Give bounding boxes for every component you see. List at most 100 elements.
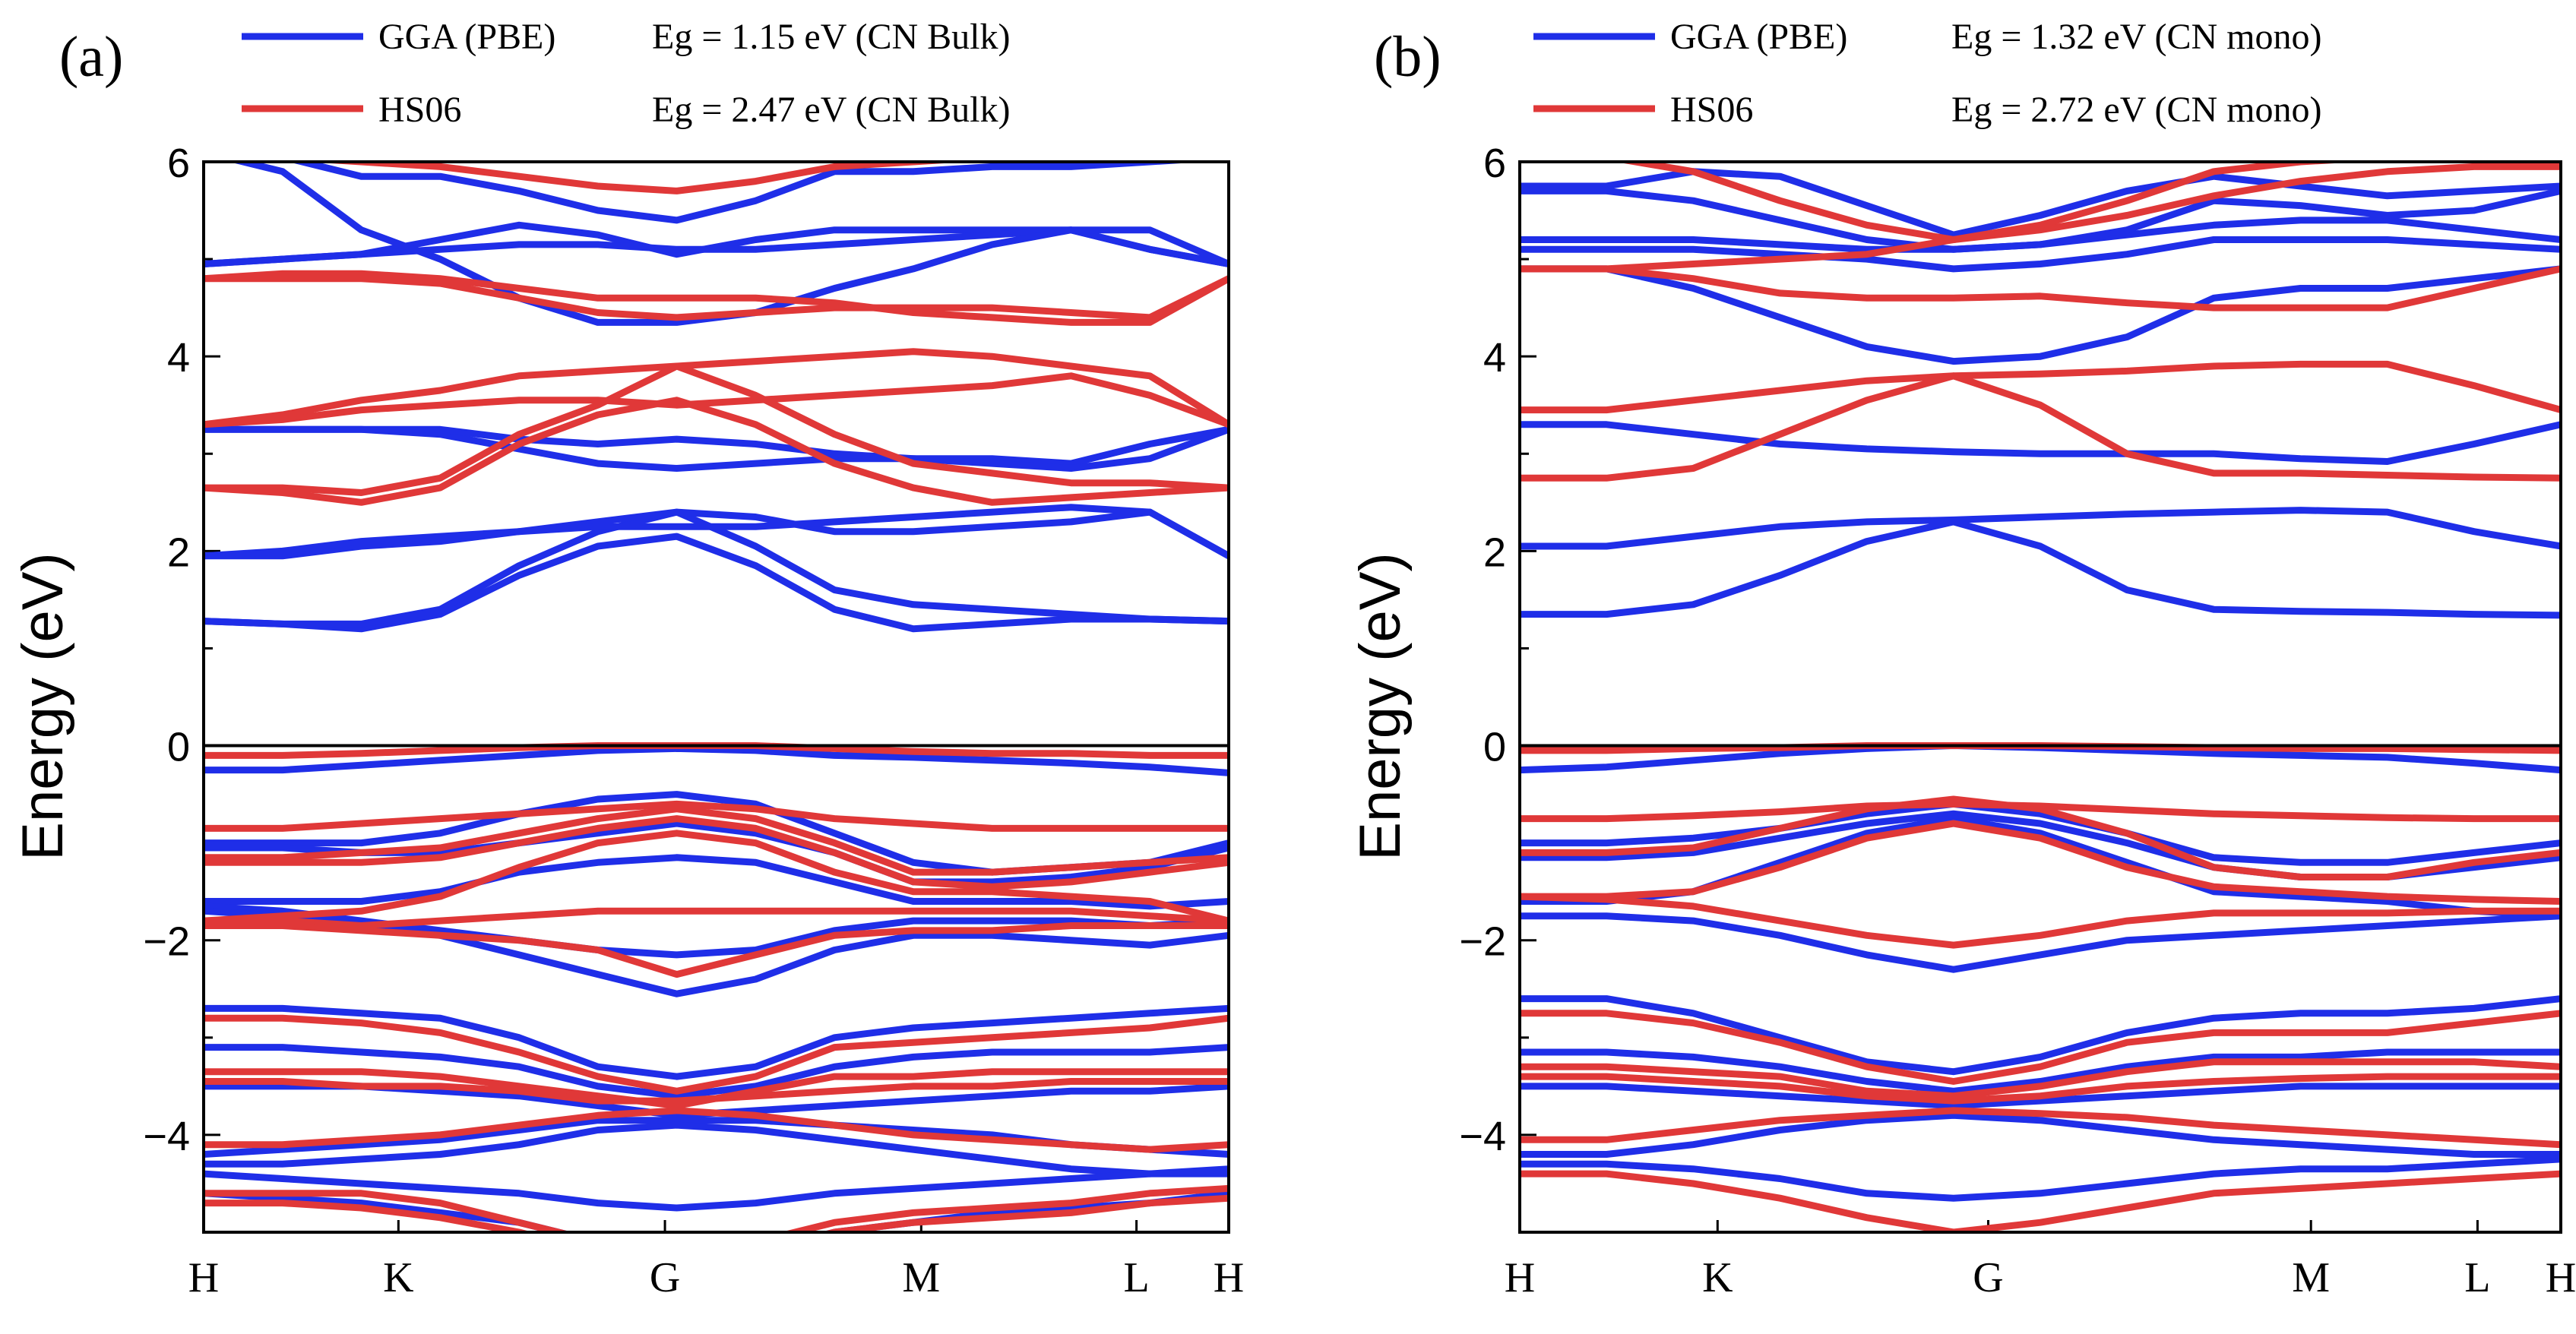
x-tick-label: H: [2546, 1254, 2576, 1301]
band-line: [1520, 1073, 2561, 1105]
x-tick-label: K: [1702, 1254, 1733, 1301]
y-tick-label: 6: [1483, 141, 1506, 186]
band-line: [204, 1044, 1229, 1100]
x-tick-label: L: [2464, 1254, 2490, 1301]
x-tick-label: H: [1214, 1254, 1244, 1301]
band-line: [204, 1190, 1229, 1232]
band-line: [204, 504, 1229, 560]
x-tick-label: L: [1123, 1254, 1149, 1301]
legend-gap-gga: Eg = 1.32 eV (CN mono): [1951, 17, 2321, 57]
band-line: [204, 815, 1229, 890]
band-line: [1520, 1170, 2561, 1232]
y-tick-label: 4: [1483, 335, 1506, 381]
x-tick-label: H: [1505, 1254, 1535, 1301]
band-line: [204, 372, 1229, 428]
y-axis-label-b: Energy (eV): [1348, 552, 1413, 861]
band-line: [204, 1194, 1229, 1232]
legend-label-hs06: HS06: [378, 90, 461, 130]
band-line: [204, 744, 1229, 776]
legend-a: GGA (PBE) Eg = 1.15 eV (CN Bulk) HS06 Eg…: [242, 17, 1011, 130]
plot-frame-a: [202, 160, 1230, 1234]
band-line: [204, 805, 1229, 876]
band-line: [204, 922, 1229, 978]
y-tick-label: 0: [167, 725, 190, 770]
x-tick-label: G: [650, 1254, 680, 1301]
band-line: [204, 907, 1229, 929]
band-line: [204, 1014, 1229, 1095]
band-line: [1520, 360, 2561, 414]
band-line: [204, 362, 1229, 496]
plot-frame-b: [1518, 160, 2562, 1234]
band-line: [204, 425, 1229, 472]
y-tick-label: −4: [143, 1114, 190, 1159]
band-line: [1520, 507, 2561, 550]
band-line: [305, 162, 970, 194]
band-line: [1520, 236, 2561, 273]
band-line: [1520, 265, 2561, 311]
band-line: [204, 508, 1229, 560]
series-hs06: [1520, 162, 2561, 1232]
y-ticks-a: −4 −2 0 2 4 6: [143, 141, 220, 1234]
band-line: [1520, 265, 2561, 365]
band-line: [204, 854, 1229, 910]
legend-label-hs06: HS06: [1670, 90, 1753, 130]
band-line: [1520, 820, 2561, 905]
band-line: [204, 348, 1229, 428]
band-line: [1520, 795, 2561, 880]
band-line: [1520, 421, 2561, 465]
y-ticks-b: −4 −2 0 2 4 6: [1459, 141, 1536, 1234]
legend-gap-hs06: Eg = 2.47 eV (CN Bulk): [652, 90, 1011, 130]
band-line: [287, 162, 1206, 224]
bands-b: [1520, 162, 2561, 1232]
x-tick-label: H: [188, 1254, 219, 1301]
y-tick-label: −4: [1459, 1114, 1506, 1159]
legend-b: GGA (PBE) Eg = 1.32 eV (CN mono) HS06 Eg…: [1533, 17, 2321, 130]
band-line: [204, 1184, 1229, 1232]
band-line: [1520, 995, 2561, 1076]
y-tick-label: 4: [167, 335, 190, 381]
band-line: [1520, 187, 2561, 253]
series-hs06: [204, 162, 1229, 1232]
band-line: [1520, 1107, 2561, 1149]
band-line: [204, 270, 1229, 326]
x-tick-label: M: [902, 1254, 940, 1301]
panel-b: (b) GGA (PBE) Eg = 1.32 eV (CN mono) HS0…: [1348, 17, 2576, 1301]
band-line: [1520, 372, 2561, 482]
band-line: [204, 1107, 1229, 1153]
band-line: [204, 1121, 1229, 1178]
x-tick-label: M: [2292, 1254, 2330, 1301]
y-tick-label: 0: [1483, 725, 1506, 770]
band-line: [204, 800, 1229, 832]
panel-label-b: (b): [1374, 25, 1441, 89]
band-line: [204, 1078, 1229, 1105]
band-line: [204, 830, 1229, 925]
band-line: [1520, 815, 2561, 920]
band-line: [1520, 1083, 2561, 1109]
band-line: [1520, 912, 2561, 973]
band-line: [204, 226, 1229, 267]
band-line: [1520, 893, 2561, 949]
legend-label-gga: GGA (PBE): [378, 17, 555, 57]
band-line: [1520, 518, 2561, 619]
band-line: [1520, 1010, 2561, 1085]
band-line: [204, 1004, 1229, 1080]
y-tick-label: 2: [1483, 529, 1506, 575]
band-line: [1520, 1111, 2561, 1158]
band-line: [204, 1165, 1229, 1212]
x-tick-label: G: [1973, 1254, 2003, 1301]
y-tick-label: −2: [143, 919, 190, 965]
band-line: [1520, 1058, 2561, 1100]
panel-a: (a) GGA (PBE) Eg = 1.15 eV (CN Bulk) HS0…: [11, 17, 1244, 1301]
legend-gap-hs06: Eg = 2.72 eV (CN mono): [1951, 90, 2321, 130]
y-tick-label: 2: [167, 529, 190, 575]
band-line: [1520, 1155, 2561, 1202]
y-axis-label-a: Energy (eV): [11, 552, 75, 861]
legend-label-gga: GGA (PBE): [1670, 17, 1847, 57]
y-tick-label: 6: [167, 141, 190, 186]
x-tick-label: K: [383, 1254, 413, 1301]
band-line: [204, 533, 1229, 633]
y-tick-label: −2: [1459, 919, 1506, 965]
panel-label-a: (a): [59, 25, 123, 89]
